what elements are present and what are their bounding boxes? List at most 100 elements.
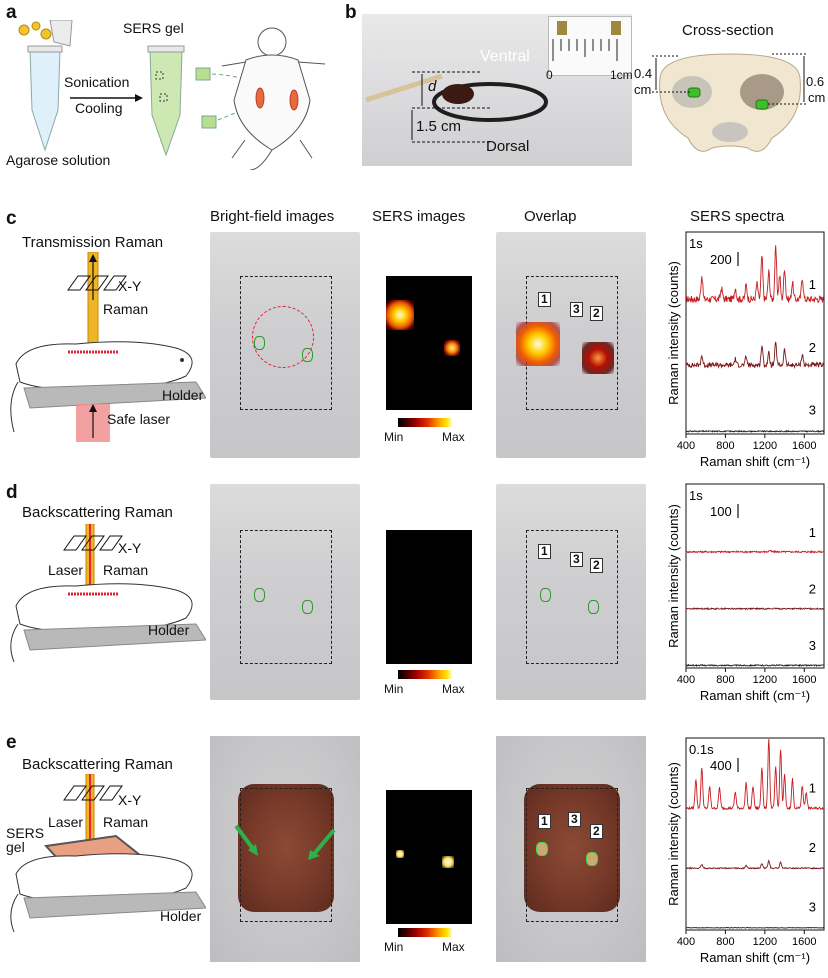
ruler (548, 16, 632, 76)
left-depth-value: 0.4 (634, 66, 653, 81)
bright-field-image-d (210, 484, 360, 700)
gel-label: SERS gel (123, 20, 184, 36)
spot-label-2: 2 (590, 558, 603, 573)
bright-field-image-c (210, 232, 360, 458)
series-label-2: 2 (809, 840, 816, 855)
intensity-scale: 100 (710, 504, 732, 519)
series-label-2: 2 (809, 340, 816, 355)
overlay-hotspot-1 (516, 322, 560, 366)
series-label-1: 1 (809, 781, 816, 796)
y-axis-label: Raman intensity (counts) (666, 504, 681, 648)
colorbar-min-d: Min (384, 682, 404, 696)
sers-hotspot-1 (396, 850, 404, 858)
gel-outline-2 (302, 600, 313, 614)
x-tick-label: 400 (677, 936, 695, 948)
y-axis-label: Raman intensity (counts) (666, 762, 681, 906)
sers-gel-tube-icon (147, 45, 185, 157)
gel-cube-icon (195, 67, 211, 81)
x-axis-label: Raman shift (cm⁻¹) (700, 688, 810, 703)
xy-label-c: X-Y (118, 278, 142, 294)
sers-hotspot-2 (444, 340, 460, 356)
x-tick-label: 1200 (753, 440, 777, 452)
depth-d-label: d (428, 78, 437, 95)
x-tick-label: 1600 (792, 440, 816, 452)
spectrum-series-3 (685, 663, 825, 667)
colorbar-e (398, 928, 452, 937)
header-bright-field: Bright-field images (210, 208, 335, 225)
colorbar-max-c: Max (442, 430, 465, 444)
colorbar-d (398, 670, 452, 679)
gel-arrow-right (312, 828, 336, 856)
spectrum-series-1 (685, 245, 825, 304)
spot-label-3: 3 (568, 812, 581, 827)
plot-frame (685, 231, 825, 435)
x-tick-label: 800 (716, 440, 734, 452)
series-label-2: 2 (809, 581, 816, 596)
header-overlap: Overlap (524, 208, 577, 225)
spectrum-series-1 (685, 549, 825, 554)
agarose-tube-icon (27, 45, 63, 152)
intensity-scale: 200 (710, 252, 732, 267)
laser-label-d: Laser (48, 562, 84, 578)
gel-preparation-schematic (18, 20, 326, 170)
holder (23, 623, 206, 651)
sers-hotspot-2 (442, 856, 454, 868)
x-tick-label: 800 (716, 674, 734, 686)
sers-image-d (386, 530, 472, 664)
intensity-scale: 400 (710, 758, 732, 773)
x-axis-label: Raman shift (cm⁻¹) (700, 950, 810, 965)
holder (23, 891, 206, 919)
spectrum-series-2 (685, 606, 825, 611)
setup-schematic-d (10, 524, 206, 663)
spectrum-series-1 (685, 738, 825, 811)
spot-label-3: 3 (570, 302, 583, 317)
spot-label-2: 2 (590, 306, 603, 321)
spectrum-series-3 (685, 429, 825, 433)
overlap-image-d: 1 3 2 (496, 484, 646, 700)
ventral-label: Ventral (480, 48, 530, 65)
colorbar-min-c: Min (384, 430, 404, 444)
spectrum-series-3 (685, 926, 825, 929)
panel-label-b: b (345, 2, 357, 23)
right-organ (740, 74, 784, 110)
plot-frame (685, 483, 825, 669)
header-sers-spectra: SERS spectra (690, 208, 785, 225)
spot-label-2: 2 (590, 824, 603, 839)
holder-label-e: Holder (160, 908, 202, 924)
setup-schematic-c (10, 252, 206, 442)
dorsal-label: Dorsal (486, 138, 530, 155)
gel-outline-1 (254, 588, 265, 602)
gel-right-marker (755, 99, 769, 110)
xy-label-d: X-Y (118, 540, 142, 556)
left-depth-unit: cm (634, 82, 652, 97)
holder (23, 381, 206, 409)
overlay-hotspot-2 (582, 342, 614, 374)
mode-label-c: Transmission Raman (22, 234, 164, 251)
colorbar-min-e: Min (384, 940, 404, 954)
overlap-image-e: 1 3 2 (496, 736, 646, 962)
ruler-zero: 0 (546, 68, 553, 82)
series-label-3: 3 (809, 899, 816, 914)
x-tick-label: 400 (677, 674, 695, 686)
series-label-1: 1 (809, 525, 816, 540)
mode-label-e: Backscattering Raman (22, 756, 173, 773)
tube-loop (432, 82, 548, 122)
y-axis-label: Raman intensity (counts) (666, 261, 681, 405)
series-label-3: 3 (809, 638, 816, 653)
x-tick-label: 1200 (753, 936, 777, 948)
nanoparticle-icon (18, 20, 73, 47)
colorbar-c (398, 418, 452, 427)
panel-label-a: a (6, 2, 17, 23)
colorbar-max-e: Max (442, 940, 465, 954)
probe (365, 73, 443, 103)
safe-laser-label-c: Safe laser (107, 411, 171, 427)
panel-label-c: c (6, 208, 17, 229)
acquisition-time: 1s (689, 236, 703, 251)
spectra-chart-d: 1 2 3 1s 100 400 800 1200 1600 Raman shift (cm⁻¹)… (666, 483, 825, 703)
spot-label-3: 3 (570, 552, 583, 567)
right-depth-value: 0.6 (806, 74, 825, 89)
x-tick-label: 1600 (792, 674, 816, 686)
raman-label-c: Raman (103, 301, 149, 317)
spectra-chart-c: 1 2 3 1s 200 400 800 1200 1600 Raman shift (cm⁻¹)… (666, 231, 825, 469)
gel-arrow-left (234, 824, 256, 852)
